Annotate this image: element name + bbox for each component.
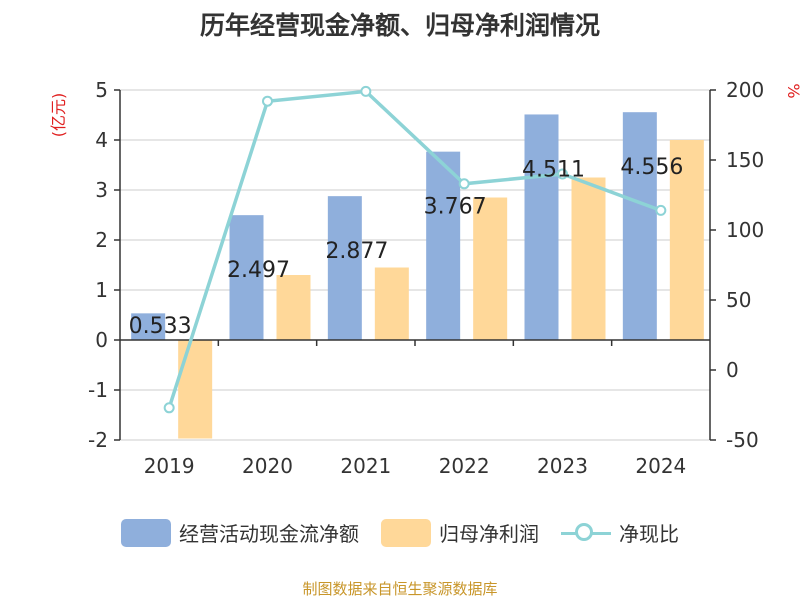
line-point-cash-ratio	[163, 402, 175, 414]
legend-swatch-cash-ratio	[561, 519, 611, 547]
data-label-operating-cashflow: 4.556	[620, 155, 683, 180]
bar-net-profit	[669, 140, 704, 340]
x-tick-label: 2023	[537, 454, 588, 478]
left-tick-label: 0	[95, 328, 108, 352]
data-label-operating-cashflow: 3.767	[424, 195, 487, 220]
x-tick-label: 2024	[635, 454, 686, 478]
data-label-operating-cashflow: 4.511	[522, 157, 585, 182]
bar-operating-cashflow	[327, 196, 362, 340]
x-tick-label: 2021	[340, 454, 391, 478]
x-tick-label: 2022	[439, 454, 490, 478]
bar-net-profit	[473, 197, 508, 340]
right-axis-unit: %	[784, 83, 800, 98]
legend-item-operating-cashflow[interactable]: 经营活动现金流净额	[121, 518, 359, 547]
legend-swatch-net-profit	[381, 518, 431, 547]
bar-operating-cashflow	[229, 215, 264, 340]
right-tick-label: 150	[726, 148, 764, 172]
bar-operating-cashflow	[622, 112, 657, 340]
legend-swatch-operating-cashflow	[121, 518, 171, 547]
left-tick-label: -2	[88, 428, 108, 452]
data-label-operating-cashflow: 0.533	[129, 314, 192, 339]
legend-label-net-profit: 归母净利润	[439, 522, 539, 546]
legend-item-net-profit[interactable]: 归母净利润	[381, 518, 539, 547]
x-tick-label: 2020	[242, 454, 293, 478]
bar-net-profit	[374, 267, 409, 340]
legend-label-cash-ratio: 净现比	[619, 522, 679, 546]
left-axis-unit: (亿元)	[49, 93, 68, 138]
left-tick-label: -1	[88, 378, 108, 402]
data-label-operating-cashflow: 2.877	[325, 239, 388, 264]
line-point-cash-ratio	[262, 95, 273, 107]
source-note: 制图数据来自恒生聚源数据库	[302, 580, 498, 598]
right-tick-label: -50	[726, 428, 759, 452]
chart-title: 历年经营现金净额、归母净利润情况	[199, 11, 600, 40]
right-tick-label: 100	[726, 218, 764, 242]
left-tick-label: 4	[95, 128, 108, 152]
line-cash-ratio	[167, 89, 662, 409]
right-tick-label: 0	[726, 358, 739, 382]
legend-item-cash-ratio[interactable]: 净现比	[561, 518, 679, 547]
x-tick-label: 2019	[144, 454, 195, 478]
bar-net-profit	[571, 177, 606, 340]
right-tick-label: 200	[726, 78, 764, 102]
left-tick-label: 5	[95, 78, 108, 102]
bar-operating-cashflow	[131, 313, 166, 340]
bar-operating-cashflow	[524, 114, 559, 340]
left-tick-label: 3	[95, 178, 108, 202]
line-point-cash-ratio	[557, 168, 568, 180]
left-tick-label: 2	[95, 228, 108, 252]
line-point-cash-ratio	[458, 178, 470, 190]
line-point-cash-ratio	[360, 85, 372, 97]
legend-label-operating-cashflow: 经营活动现金流净额	[179, 522, 359, 546]
line-point-cash-ratio	[655, 204, 667, 216]
data-label-operating-cashflow: 2.497	[227, 258, 290, 283]
bar-net-profit	[276, 275, 311, 340]
chart-plot: -2 -1 0 1 2 3 4 5 -50 0 50 100 150 200 (亿元)% 2019 2020 20…	[49, 78, 800, 478]
legend: 经营活动现金流净额 归母净利润 净现比	[0, 518, 800, 547]
right-tick-label: 50	[726, 288, 751, 312]
bar-net-profit	[178, 340, 213, 439]
bar-operating-cashflow	[426, 151, 461, 340]
left-tick-label: 1	[95, 278, 108, 302]
